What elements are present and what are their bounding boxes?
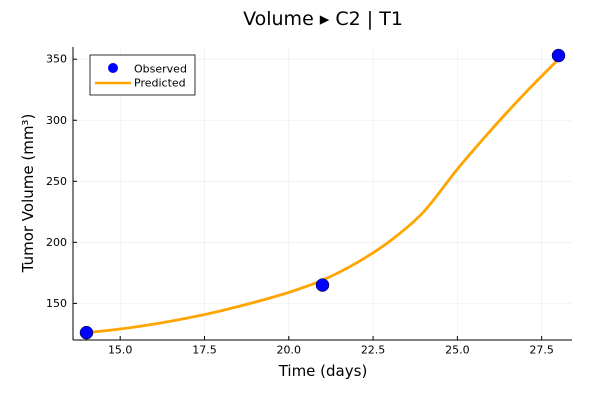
observed-point xyxy=(79,325,94,340)
legend-box xyxy=(89,54,196,96)
observed-point xyxy=(315,278,330,292)
x-tick-label: 17.5 xyxy=(192,344,217,357)
observed-point xyxy=(551,48,566,63)
legend-label-observed: Observed xyxy=(134,63,187,76)
y-axis-title: Tumor Volume (mm³) xyxy=(19,114,37,274)
grid xyxy=(73,47,572,340)
axes xyxy=(72,47,572,341)
x-axis-title: Time (days) xyxy=(278,362,368,380)
y-tick-label: 250 xyxy=(46,175,67,188)
x-tick-label: 22.5 xyxy=(361,344,386,357)
plot-area xyxy=(79,48,566,340)
y-tick-label: 300 xyxy=(46,114,67,127)
x-tick-label: 20.0 xyxy=(277,344,302,357)
chart-title: Volume ▸ C2 | T1 xyxy=(243,8,403,30)
x-tick-label: 15.0 xyxy=(108,344,133,357)
y-tick-label: 200 xyxy=(46,236,67,249)
y-tick-label: 350 xyxy=(46,53,67,66)
legend: Observed Predicted xyxy=(89,54,196,96)
x-tick-label: 27.5 xyxy=(529,344,554,357)
legend-label-predicted: Predicted xyxy=(134,77,186,90)
legend-marker-observed xyxy=(108,63,118,73)
x-tick-label: 25.0 xyxy=(445,344,470,357)
ticks: 15.0 17.5 20.0 22.5 25.0 27.5 150 200 250 300 350 xyxy=(46,53,554,357)
y-tick-label: 150 xyxy=(46,297,67,310)
